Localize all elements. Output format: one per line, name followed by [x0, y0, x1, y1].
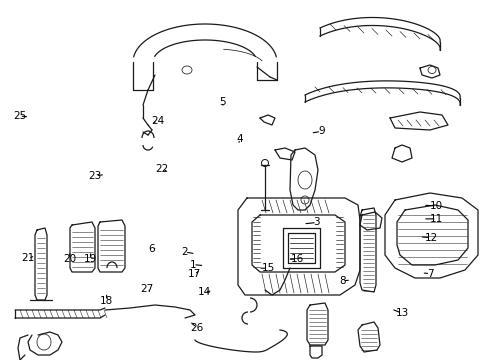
Text: 11: 11 [429, 214, 443, 224]
Text: 13: 13 [394, 308, 408, 318]
Text: 4: 4 [236, 134, 243, 144]
Text: 12: 12 [424, 233, 437, 243]
Text: 6: 6 [148, 244, 155, 254]
Text: 3: 3 [313, 217, 320, 228]
Text: 19: 19 [83, 254, 97, 264]
Text: 21: 21 [21, 253, 35, 264]
Text: 24: 24 [150, 116, 164, 126]
Text: 1: 1 [189, 260, 196, 270]
Text: 18: 18 [100, 296, 113, 306]
Text: 26: 26 [189, 323, 203, 333]
Text: 22: 22 [155, 164, 169, 174]
Text: 9: 9 [317, 126, 324, 136]
Text: 15: 15 [261, 263, 274, 273]
Text: 7: 7 [426, 269, 433, 279]
Text: 20: 20 [63, 254, 76, 264]
Text: 14: 14 [197, 287, 211, 297]
Text: 5: 5 [219, 97, 226, 107]
Text: 10: 10 [429, 201, 442, 211]
Text: 27: 27 [140, 284, 153, 294]
Text: 2: 2 [181, 247, 188, 257]
Text: 17: 17 [187, 269, 201, 279]
Text: 8: 8 [338, 276, 345, 286]
Text: 23: 23 [88, 171, 102, 181]
Text: 25: 25 [13, 111, 26, 121]
Text: 16: 16 [290, 254, 304, 264]
